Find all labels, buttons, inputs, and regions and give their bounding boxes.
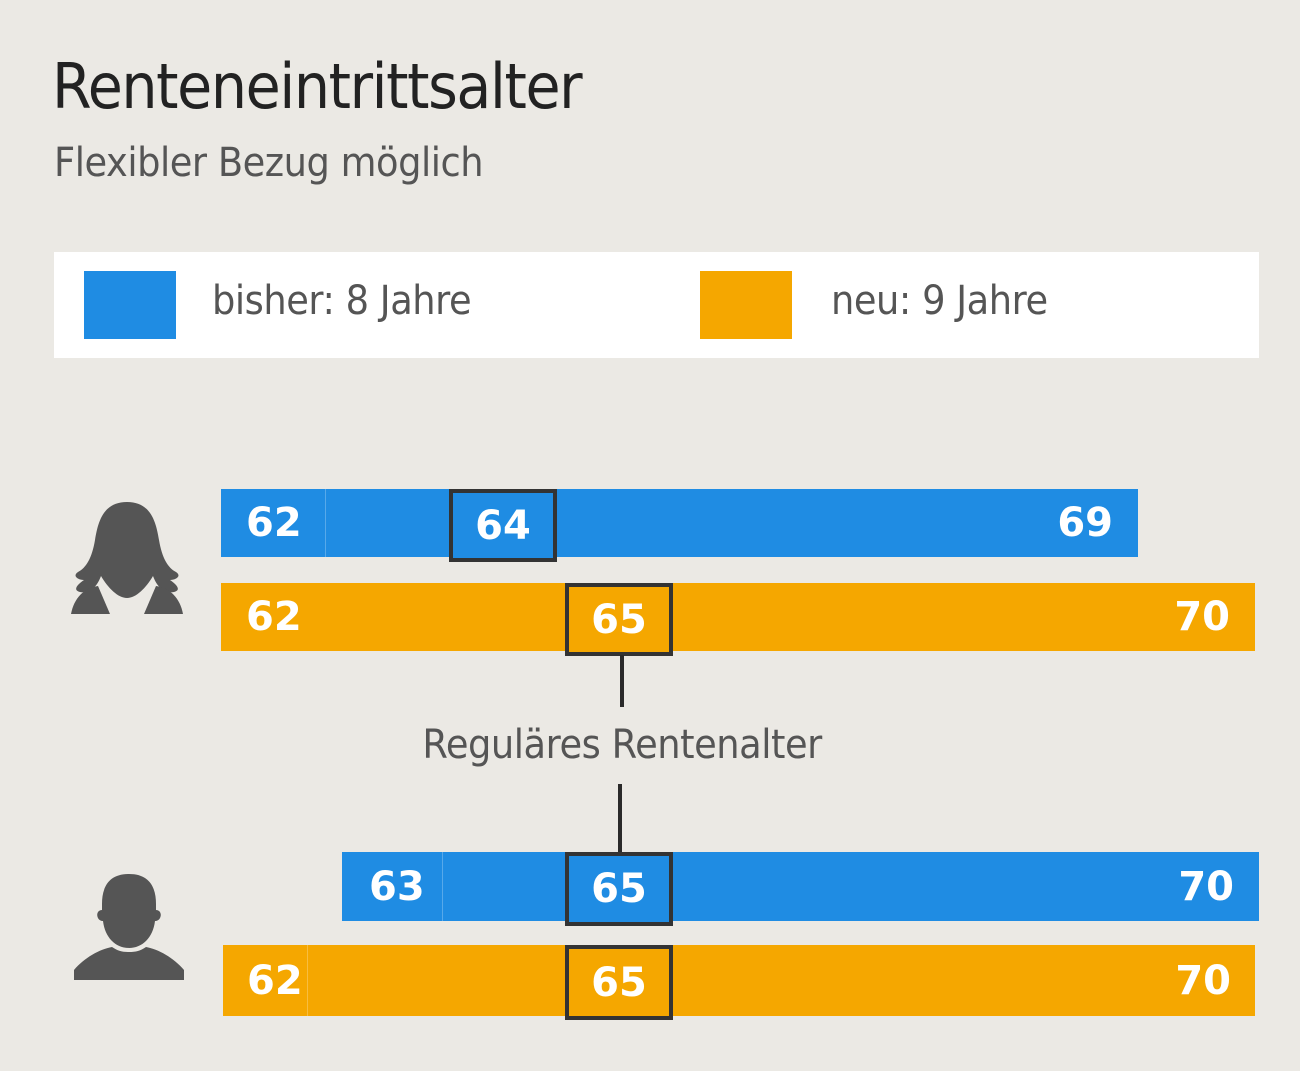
bar-start-label: 62 (247, 957, 303, 1004)
bar-end-label: 70 (1174, 594, 1230, 640)
connector-line-top (620, 655, 624, 707)
bar-end-label: 69 (1057, 500, 1113, 546)
chart-subtitle: Flexibler Bezug möglich (54, 140, 484, 186)
regular-age-box: 65 (565, 583, 673, 656)
segment-divider (307, 945, 308, 1016)
regular-age-box: 65 (565, 945, 673, 1020)
bar-man-neu: 62 70 (223, 945, 1255, 1016)
regular-age-label: 65 (591, 866, 647, 912)
regular-age-label: 65 (591, 959, 647, 1006)
bar-man-bisher: 63 70 (342, 852, 1259, 921)
regular-age-label: 65 (591, 596, 647, 643)
bar-woman-neu: 62 70 (221, 583, 1255, 651)
legend-label-neu: neu: 9 Jahre (831, 278, 1048, 324)
man-icon (74, 874, 184, 980)
segment-divider (442, 852, 443, 921)
bar-end-label: 70 (1175, 957, 1231, 1004)
legend: bisher: 8 Jahre neu: 9 Jahre (54, 252, 1259, 358)
bar-woman-bisher: 62 69 (221, 489, 1138, 557)
bar-start-label: 62 (246, 500, 302, 546)
bar-start-label: 62 (246, 594, 302, 640)
bar-end-label: 70 (1178, 863, 1234, 910)
regular-age-annotation: Reguläres Rentenalter (422, 722, 822, 768)
regular-age-box: 65 (565, 852, 673, 926)
chart-title: Renteneintrittsalter (52, 50, 583, 123)
legend-label-bisher: bisher: 8 Jahre (212, 278, 472, 324)
segment-divider (325, 489, 326, 557)
regular-age-box: 64 (449, 489, 557, 562)
bar-start-label: 63 (369, 863, 425, 910)
connector-line-bottom (618, 784, 622, 854)
regular-age-label: 64 (475, 502, 531, 549)
legend-swatch-bisher (84, 271, 176, 339)
legend-swatch-neu (700, 271, 792, 339)
woman-icon (71, 502, 183, 614)
